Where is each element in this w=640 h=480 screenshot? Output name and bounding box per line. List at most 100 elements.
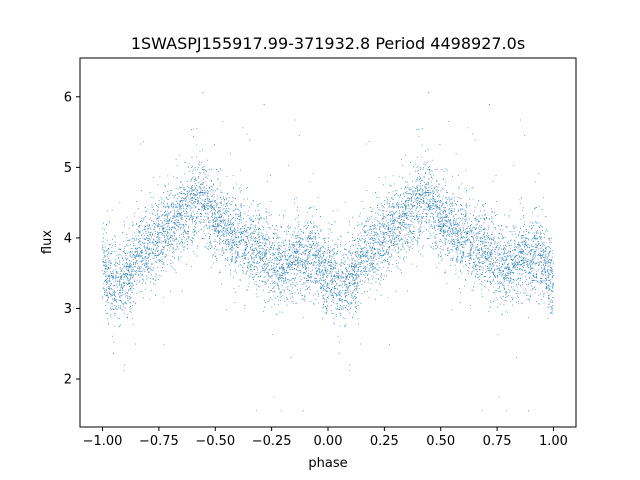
data-point [326, 252, 328, 254]
data-point [176, 211, 178, 213]
data-point [310, 276, 312, 278]
data-point [129, 266, 131, 268]
data-point [105, 255, 106, 257]
data-point [463, 285, 465, 287]
data-point [163, 211, 165, 213]
data-point [497, 291, 499, 293]
data-point [253, 269, 255, 270]
data-point [185, 189, 187, 190]
data-point [229, 248, 231, 250]
data-point [173, 213, 175, 214]
data-point [300, 279, 302, 281]
data-point [193, 231, 195, 233]
data-point [234, 229, 236, 231]
data-point [492, 271, 494, 273]
data-point [310, 236, 311, 238]
data-point [550, 242, 552, 243]
data-point [204, 235, 206, 237]
data-point [215, 219, 217, 221]
data-point [322, 238, 324, 240]
data-point [433, 191, 435, 193]
data-point [211, 188, 213, 190]
data-point [392, 237, 394, 239]
data-point [305, 260, 307, 262]
data-point [392, 230, 394, 232]
data-point [206, 170, 208, 172]
data-point [516, 273, 518, 275]
data-point [514, 279, 516, 281]
data-point [453, 243, 455, 245]
data-point [156, 248, 158, 250]
data-point [249, 265, 251, 267]
data-point [139, 256, 141, 258]
data-point [383, 245, 385, 247]
data-point [174, 207, 176, 208]
data-point [503, 304, 505, 306]
data-point [178, 188, 180, 190]
data-point [176, 214, 178, 216]
data-point [363, 274, 365, 276]
data-point [149, 217, 151, 219]
data-point [265, 220, 267, 222]
data-point [522, 235, 524, 237]
data-point [289, 267, 291, 269]
data-point [317, 249, 319, 250]
data-point [268, 250, 270, 252]
data-point [202, 210, 204, 211]
data-point [126, 258, 128, 260]
data-point [104, 229, 106, 231]
data-point [187, 190, 189, 192]
data-point [381, 205, 383, 207]
data-point [108, 261, 110, 263]
data-point [455, 204, 457, 206]
data-point [452, 210, 454, 212]
data-point [401, 219, 403, 220]
data-point [384, 236, 385, 238]
data-point [239, 219, 241, 220]
data-point [235, 257, 237, 259]
data-point [545, 231, 547, 233]
data-point [427, 193, 429, 195]
data-point [278, 304, 279, 306]
data-point [390, 221, 391, 223]
data-point [227, 221, 229, 223]
data-point [318, 258, 320, 260]
data-point [390, 185, 392, 187]
data-point [508, 251, 510, 253]
data-point [259, 236, 260, 238]
data-point [456, 248, 458, 250]
data-point [448, 196, 450, 198]
data-point [458, 209, 460, 211]
data-point [430, 169, 432, 171]
data-point [527, 263, 529, 265]
data-point [499, 296, 501, 298]
data-point [154, 255, 156, 257]
data-point [417, 218, 419, 220]
data-point [261, 236, 263, 237]
data-point [314, 237, 316, 239]
data-point [495, 260, 497, 262]
data-point [134, 256, 136, 258]
data-point [312, 232, 313, 234]
data-point [548, 306, 550, 308]
data-point [403, 219, 405, 221]
data-point [515, 233, 516, 235]
data-point [546, 279, 548, 281]
data-point [545, 256, 547, 257]
data-point [503, 284, 505, 286]
data-point [551, 311, 553, 313]
data-point [159, 252, 161, 254]
data-point [242, 256, 244, 258]
data-point [475, 224, 477, 226]
data-point [237, 227, 239, 229]
data-point [297, 231, 299, 233]
data-point [111, 302, 113, 304]
data-point [221, 215, 223, 217]
data-point [247, 251, 249, 253]
data-point [447, 169, 449, 171]
data-point [252, 250, 254, 252]
data-point [352, 252, 353, 254]
data-point [529, 296, 531, 298]
data-point [240, 229, 241, 231]
data-point [339, 299, 341, 300]
